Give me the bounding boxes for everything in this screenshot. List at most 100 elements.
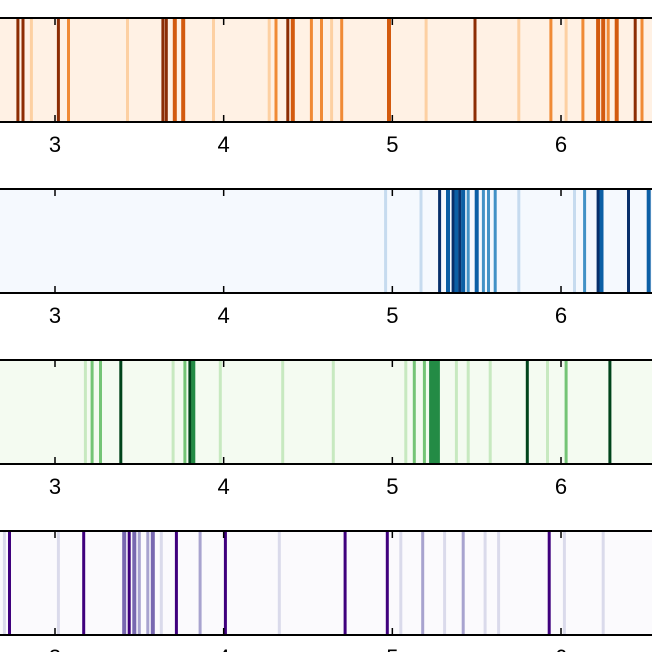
rug-line xyxy=(487,189,490,293)
rug-line xyxy=(29,18,33,122)
rug-line xyxy=(159,531,163,635)
rug-line xyxy=(497,531,501,635)
rug-line xyxy=(183,360,187,464)
rug-line xyxy=(493,189,497,293)
panel-background xyxy=(0,18,652,122)
rug-line xyxy=(473,18,477,122)
x-tick-label: 3 xyxy=(49,645,61,652)
rug-line xyxy=(188,360,192,464)
rug-line xyxy=(309,18,313,122)
rug-line xyxy=(385,531,389,635)
rug-line xyxy=(286,18,290,122)
rug-line xyxy=(122,531,127,635)
rug-line xyxy=(438,189,442,293)
rug-line xyxy=(399,531,403,635)
rug-line xyxy=(172,18,177,122)
rug-line xyxy=(517,18,521,122)
rug-line xyxy=(517,189,521,293)
rug-line xyxy=(191,360,196,464)
rug-line xyxy=(564,360,568,464)
rug-line xyxy=(277,531,281,635)
rug-line xyxy=(212,18,215,122)
rug-line xyxy=(343,531,347,635)
rug-line xyxy=(435,360,440,464)
x-tick-label: 6 xyxy=(555,132,567,157)
panel-frame xyxy=(0,188,652,294)
panel-frame xyxy=(0,530,652,636)
rug-line xyxy=(573,189,576,293)
x-tick-label: 3 xyxy=(49,303,61,328)
rug-line xyxy=(474,189,479,293)
rug-line xyxy=(387,18,391,122)
rug-line xyxy=(404,360,408,464)
panel-purples: 3 4 5 6 xyxy=(0,530,652,652)
rug-line xyxy=(546,360,549,464)
rug-line xyxy=(83,360,87,464)
rug-line xyxy=(137,531,141,635)
rug-line xyxy=(443,531,447,635)
rug-line xyxy=(198,531,202,635)
x-tick-label: 3 xyxy=(49,132,61,157)
panel-frame xyxy=(0,359,652,465)
rug-line xyxy=(21,18,25,122)
rug-line xyxy=(419,189,423,293)
x-tick-label: 4 xyxy=(218,303,230,328)
rug-line xyxy=(596,18,601,122)
x-tick-label: 5 xyxy=(386,645,398,652)
rug-line xyxy=(640,18,644,122)
x-tick-label: 4 xyxy=(218,645,230,652)
rug-line xyxy=(451,189,455,293)
rug-line xyxy=(583,189,587,293)
rug-line xyxy=(67,18,70,122)
rug-line xyxy=(646,189,651,293)
rug-line xyxy=(218,360,222,464)
rug-line xyxy=(627,189,630,293)
x-tick-label: 6 xyxy=(555,474,567,499)
rug-line xyxy=(56,18,60,122)
rug-line xyxy=(421,531,425,635)
rug-line xyxy=(119,360,123,464)
panel-background xyxy=(0,531,652,635)
rug-line xyxy=(488,360,492,464)
rug-line xyxy=(223,531,227,635)
panel-background xyxy=(0,189,652,293)
rug-line xyxy=(150,531,155,635)
rug-line xyxy=(161,18,165,122)
rug-line xyxy=(422,360,426,464)
rug-line xyxy=(454,360,458,464)
rug-line xyxy=(432,360,437,464)
rug-line xyxy=(581,18,585,122)
rug-line xyxy=(606,18,610,122)
panel-frame xyxy=(0,17,652,123)
rug-line xyxy=(274,18,278,122)
panel-greens: 3 4 5 6 xyxy=(0,359,652,499)
x-tick-label: 6 xyxy=(555,645,567,652)
rug-line xyxy=(466,360,470,464)
rug-line xyxy=(483,531,487,635)
rug-line xyxy=(446,189,450,293)
rug-line xyxy=(82,531,86,635)
rug-line xyxy=(525,360,529,464)
rug-line xyxy=(461,531,465,635)
rug-line xyxy=(564,18,568,122)
rug-line xyxy=(429,360,434,464)
rug-line xyxy=(132,531,137,635)
rug-line xyxy=(458,189,462,293)
rug-line xyxy=(562,531,566,635)
rug-line xyxy=(164,18,168,122)
rug-line xyxy=(90,360,94,464)
rug-line xyxy=(330,18,334,122)
rug-line xyxy=(127,531,131,635)
x-tick-label: 4 xyxy=(218,132,230,157)
rug-line xyxy=(466,189,470,293)
rug-line xyxy=(481,189,485,293)
rug-line xyxy=(2,531,6,635)
rug-line xyxy=(174,531,178,635)
panel-blues: 3 4 5 6 xyxy=(0,188,652,328)
rug-line xyxy=(8,531,11,635)
rug-line xyxy=(633,18,637,122)
x-tick-label: 5 xyxy=(386,303,398,328)
rug-line xyxy=(281,360,285,464)
x-tick-label: 5 xyxy=(386,132,398,157)
